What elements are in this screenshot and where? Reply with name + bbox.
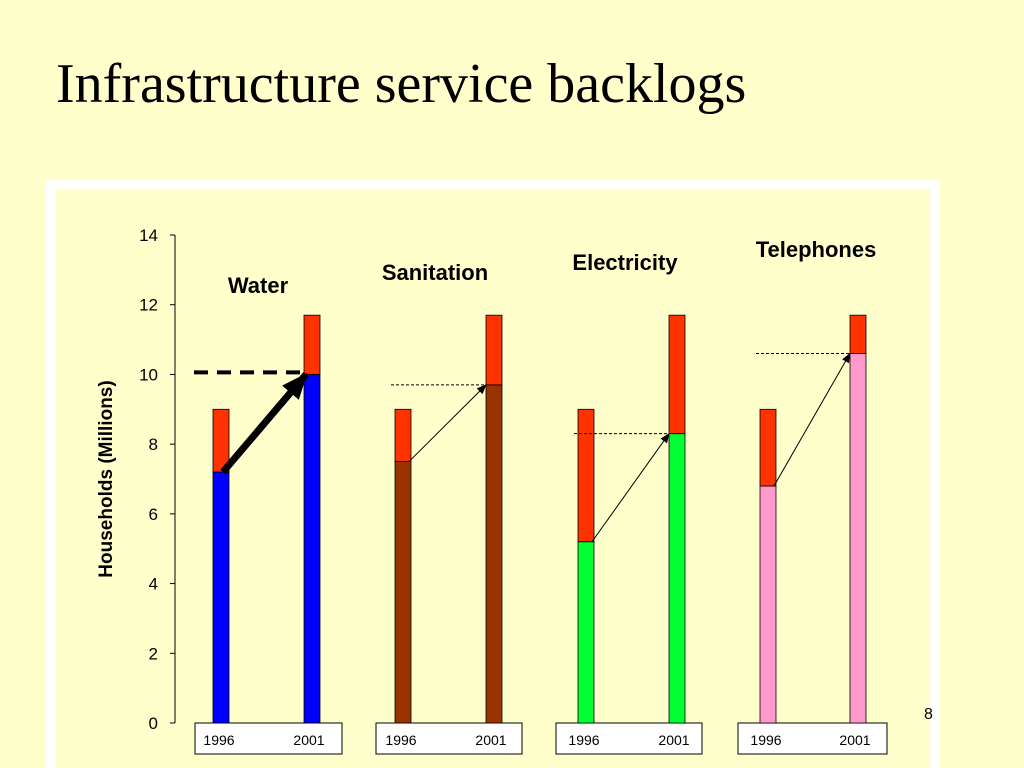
year-tick-label: 1996 [568, 732, 599, 748]
bar-served [212, 471, 230, 724]
y-tick-label: 6 [149, 505, 158, 524]
bar-served [485, 384, 503, 724]
bar-served [668, 433, 686, 724]
growth-arrow [773, 352, 851, 487]
y-tick-label: 4 [149, 575, 158, 594]
y-tick-label: 10 [139, 365, 158, 384]
y-axis-label: Households (Millions) [96, 380, 117, 577]
year-tick-label: 1996 [203, 732, 234, 748]
year-tick-label: 2001 [839, 732, 870, 748]
y-tick-label: 14 [139, 226, 158, 245]
growth-arrow [408, 384, 487, 462]
year-axis-box [737, 722, 888, 755]
bar-served [394, 461, 412, 724]
y-tick-label: 0 [149, 714, 158, 733]
group-label: Water [228, 273, 289, 298]
bar-served [849, 353, 867, 724]
bar-served [577, 541, 595, 724]
page-number: 8 [924, 706, 933, 723]
bar-backlog [849, 314, 867, 354]
y-tick-label: 2 [149, 644, 158, 663]
bar-backlog [485, 314, 503, 386]
year-axis-box [375, 722, 523, 755]
group-label: Electricity [572, 250, 678, 275]
year-tick-label: 1996 [750, 732, 781, 748]
slide-title: Infrastructure service backlogs [56, 53, 747, 115]
year-tick-label: 1996 [385, 732, 416, 748]
growth-arrow [591, 432, 670, 543]
y-tick-label: 12 [139, 296, 158, 315]
group-label: Telephones [756, 237, 877, 262]
bar-backlog [577, 408, 595, 543]
y-tick-label: 8 [149, 435, 158, 454]
year-tick-label: 2001 [293, 732, 324, 748]
bar-backlog [759, 408, 777, 487]
bar-backlog [303, 314, 321, 375]
growth-arrow [220, 372, 309, 475]
year-tick-label: 2001 [658, 732, 689, 748]
bar-served [759, 485, 777, 724]
bar-backlog [212, 408, 230, 473]
bar-served [303, 374, 321, 724]
group-label: Sanitation [382, 260, 488, 285]
year-tick-label: 2001 [475, 732, 506, 748]
year-axis-box [555, 722, 703, 755]
year-axis-box [194, 722, 343, 755]
bar-backlog [668, 314, 686, 435]
bar-backlog [394, 408, 412, 462]
